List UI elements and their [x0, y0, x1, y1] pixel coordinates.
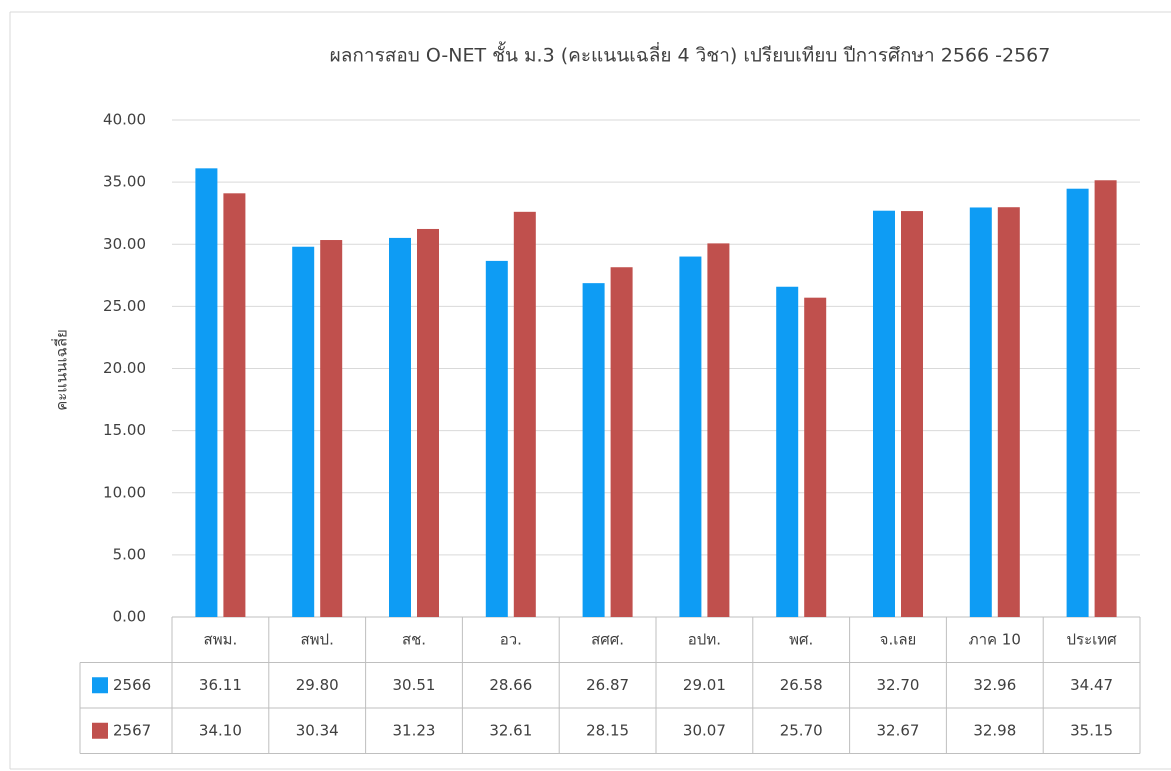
bar	[901, 211, 923, 617]
x-tick-label: พศ.	[789, 630, 813, 648]
bar	[513, 211, 536, 618]
table-value: 34.47	[1070, 676, 1113, 694]
y-tick-label: 5.00	[113, 545, 146, 563]
legend-swatch	[92, 722, 108, 739]
bar	[997, 207, 1020, 617]
bar	[485, 260, 508, 617]
y-tick-label: 0.00	[113, 608, 146, 626]
table-value: 28.66	[489, 676, 532, 694]
legend-swatch	[92, 677, 108, 694]
y-tick-label: 30.00	[103, 235, 146, 253]
x-tick-label: สพป.	[301, 630, 334, 648]
bar	[417, 228, 439, 617]
y-axis-label: คะแนนเฉลี่ย	[51, 329, 71, 411]
x-tick-label: สพม.	[204, 630, 238, 648]
x-tick-label: ประเทศ	[1067, 630, 1118, 648]
y-tick-label: 10.00	[103, 483, 146, 501]
y-tick-label: 35.00	[103, 173, 146, 191]
bar	[292, 246, 315, 618]
bar	[776, 286, 799, 617]
bar	[873, 210, 895, 617]
table-value: 30.34	[296, 721, 339, 739]
table-value: 26.58	[780, 676, 823, 694]
table-value: 30.07	[683, 721, 726, 739]
y-tick-label: 25.00	[103, 297, 146, 315]
bar	[195, 168, 218, 617]
bar	[1066, 188, 1089, 617]
table-value: 34.10	[199, 721, 242, 739]
legend-label: 2567	[113, 721, 151, 739]
x-tick-label: สช.	[402, 630, 426, 648]
bar	[320, 240, 343, 617]
table-value: 36.11	[199, 676, 242, 694]
table-value: 35.15	[1070, 721, 1113, 739]
bar	[679, 256, 702, 617]
table-value: 26.87	[586, 676, 629, 694]
legend-label: 2566	[113, 676, 151, 694]
table-value: 28.15	[586, 721, 629, 739]
y-tick-label: 20.00	[103, 359, 146, 377]
table-value: 32.96	[973, 676, 1016, 694]
x-tick-label: สศศ.	[591, 630, 624, 648]
bar	[389, 237, 411, 617]
table-value: 32.98	[973, 721, 1016, 739]
table-value: 32.67	[877, 721, 920, 739]
table-value: 31.23	[393, 721, 436, 739]
chart-title: ผลการสอบ O-NET ชั้น ม.3 (คะแนนเฉลี่ย 4 ว…	[330, 42, 1051, 67]
bar	[969, 207, 992, 618]
bar	[707, 243, 730, 617]
bar	[610, 267, 633, 617]
y-tick-label: 15.00	[103, 421, 146, 439]
x-tick-label: ภาค 10	[969, 630, 1021, 648]
bar	[582, 283, 605, 617]
bar	[804, 297, 827, 617]
table-value: 29.80	[296, 676, 339, 694]
table-value: 30.51	[393, 676, 436, 694]
x-tick-label: จ.เลย	[880, 630, 917, 648]
table-value: 32.61	[489, 721, 532, 739]
x-tick-label: อปท.	[688, 630, 721, 648]
table-value: 32.70	[877, 676, 920, 694]
table-value: 25.70	[780, 721, 823, 739]
y-tick-label: 40.00	[103, 111, 146, 129]
x-tick-label: อว.	[500, 630, 522, 648]
bar	[1094, 180, 1117, 618]
bar	[223, 193, 246, 617]
table-value: 29.01	[683, 676, 726, 694]
